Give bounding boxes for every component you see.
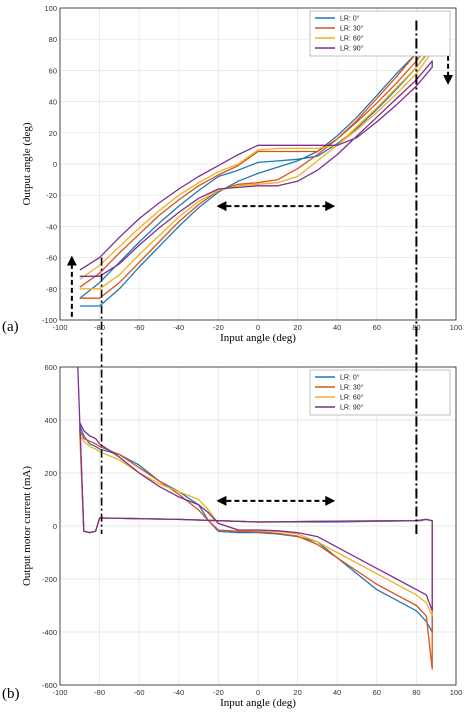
panel-a-annotations bbox=[66, 15, 454, 317]
y-tick-label: 400 bbox=[44, 416, 57, 425]
x-tick-label: -100 bbox=[52, 688, 67, 697]
legend-entry: LR: 30° bbox=[340, 25, 364, 33]
series-line-3 bbox=[77, 366, 433, 612]
panel-b-xlabel: Input angle (deg) bbox=[220, 697, 296, 709]
x-tick-label: -60 bbox=[134, 688, 145, 697]
y-tick-label: 0 bbox=[53, 160, 57, 169]
series-line-1 bbox=[79, 30, 433, 299]
y-tick-label: 200 bbox=[44, 469, 57, 478]
y-tick-label: -200 bbox=[42, 575, 57, 584]
y-tick-label: 600 bbox=[44, 363, 57, 372]
y-tick-label: 20 bbox=[49, 129, 57, 138]
x-tick-label: 100 bbox=[450, 323, 463, 332]
x-tick-label: 0 bbox=[256, 688, 260, 697]
y-tick-label: -600 bbox=[42, 681, 57, 690]
panel-b-ticks: -100 -80 -60 -40 -20 0 20 40 60 80 100-600-400-200… bbox=[42, 363, 462, 697]
panel-a-axes-frame bbox=[59, 7, 457, 321]
x-tick-label: -20 bbox=[213, 323, 224, 332]
series-line-3 bbox=[79, 60, 433, 277]
x-tick-label: 40 bbox=[333, 688, 341, 697]
panel-a-series bbox=[79, 30, 433, 307]
y-tick-label: 60 bbox=[49, 66, 57, 75]
y-tick-label: -20 bbox=[46, 191, 57, 200]
y-tick-label: -100 bbox=[42, 316, 57, 325]
x-tick-label: -60 bbox=[134, 323, 145, 332]
panel-b-series bbox=[77, 366, 433, 670]
legend-entry: LR: 0° bbox=[340, 374, 360, 382]
panel-b-label: (b) bbox=[2, 686, 20, 702]
panel-a-chart: -100 -80 -60 -40 -20 0 20 40 60 80 100 -100 -80 -60 -4… bbox=[2, 4, 462, 344]
panel-b-axes-frame bbox=[59, 366, 457, 686]
x-tick-label: -20 bbox=[213, 688, 224, 697]
y-tick-label: 100 bbox=[44, 4, 57, 13]
series-line-1 bbox=[79, 430, 433, 670]
x-tick-label: 60 bbox=[373, 323, 381, 332]
panel-b-ylabel: Output motor current (mA) bbox=[21, 466, 33, 586]
x-tick-label: -80 bbox=[94, 323, 105, 332]
panel-a-xlabel: Input angle (deg) bbox=[220, 332, 296, 344]
y-tick-label: -60 bbox=[46, 254, 57, 263]
series-line-0 bbox=[79, 35, 433, 307]
x-tick-label: 20 bbox=[293, 688, 301, 697]
y-tick-label: 0 bbox=[53, 522, 57, 531]
y-tick-label: -400 bbox=[42, 628, 57, 637]
x-tick-label: -40 bbox=[173, 323, 184, 332]
legend-entry: LR: 90° bbox=[340, 404, 364, 412]
y-tick-label: 80 bbox=[49, 35, 57, 44]
panel-a-label: (a) bbox=[2, 319, 19, 335]
panel-b-legend: LR: 0° LR: 30° LR: 60° LR: 90° bbox=[309, 369, 451, 416]
x-tick-label: 100 bbox=[450, 688, 463, 697]
panel-a-ylabel: Output angle (deg) bbox=[21, 122, 33, 205]
x-tick-label: 40 bbox=[333, 323, 341, 332]
x-tick-label: -80 bbox=[94, 688, 105, 697]
legend-entry: LR: 0° bbox=[340, 15, 360, 23]
y-tick-label: -80 bbox=[46, 285, 57, 294]
series-line-0 bbox=[79, 425, 433, 633]
x-tick-label: -40 bbox=[173, 688, 184, 697]
series-line-2 bbox=[79, 44, 433, 290]
x-tick-label: -100 bbox=[52, 323, 67, 332]
x-tick-label: 20 bbox=[293, 323, 301, 332]
cross-panel-guides bbox=[100, 20, 418, 534]
x-tick-label: 80 bbox=[412, 688, 420, 697]
panel-a-legend: LR: 0° LR: 30° LR: 60° LR: 90° bbox=[309, 10, 451, 57]
y-tick-label: -40 bbox=[46, 222, 57, 231]
legend-entry: LR: 60° bbox=[340, 35, 364, 43]
x-tick-label: 0 bbox=[256, 323, 260, 332]
y-tick-label: 40 bbox=[49, 98, 57, 107]
panel-b-chart: -100 -80 -60 -40 -20 0 20 40 60 80 100-600-400-200… bbox=[2, 363, 462, 709]
legend-entry: LR: 90° bbox=[340, 45, 364, 53]
legend-entry: LR: 30° bbox=[340, 384, 364, 392]
legend-entry: LR: 60° bbox=[340, 394, 364, 402]
x-tick-label: 60 bbox=[373, 688, 381, 697]
